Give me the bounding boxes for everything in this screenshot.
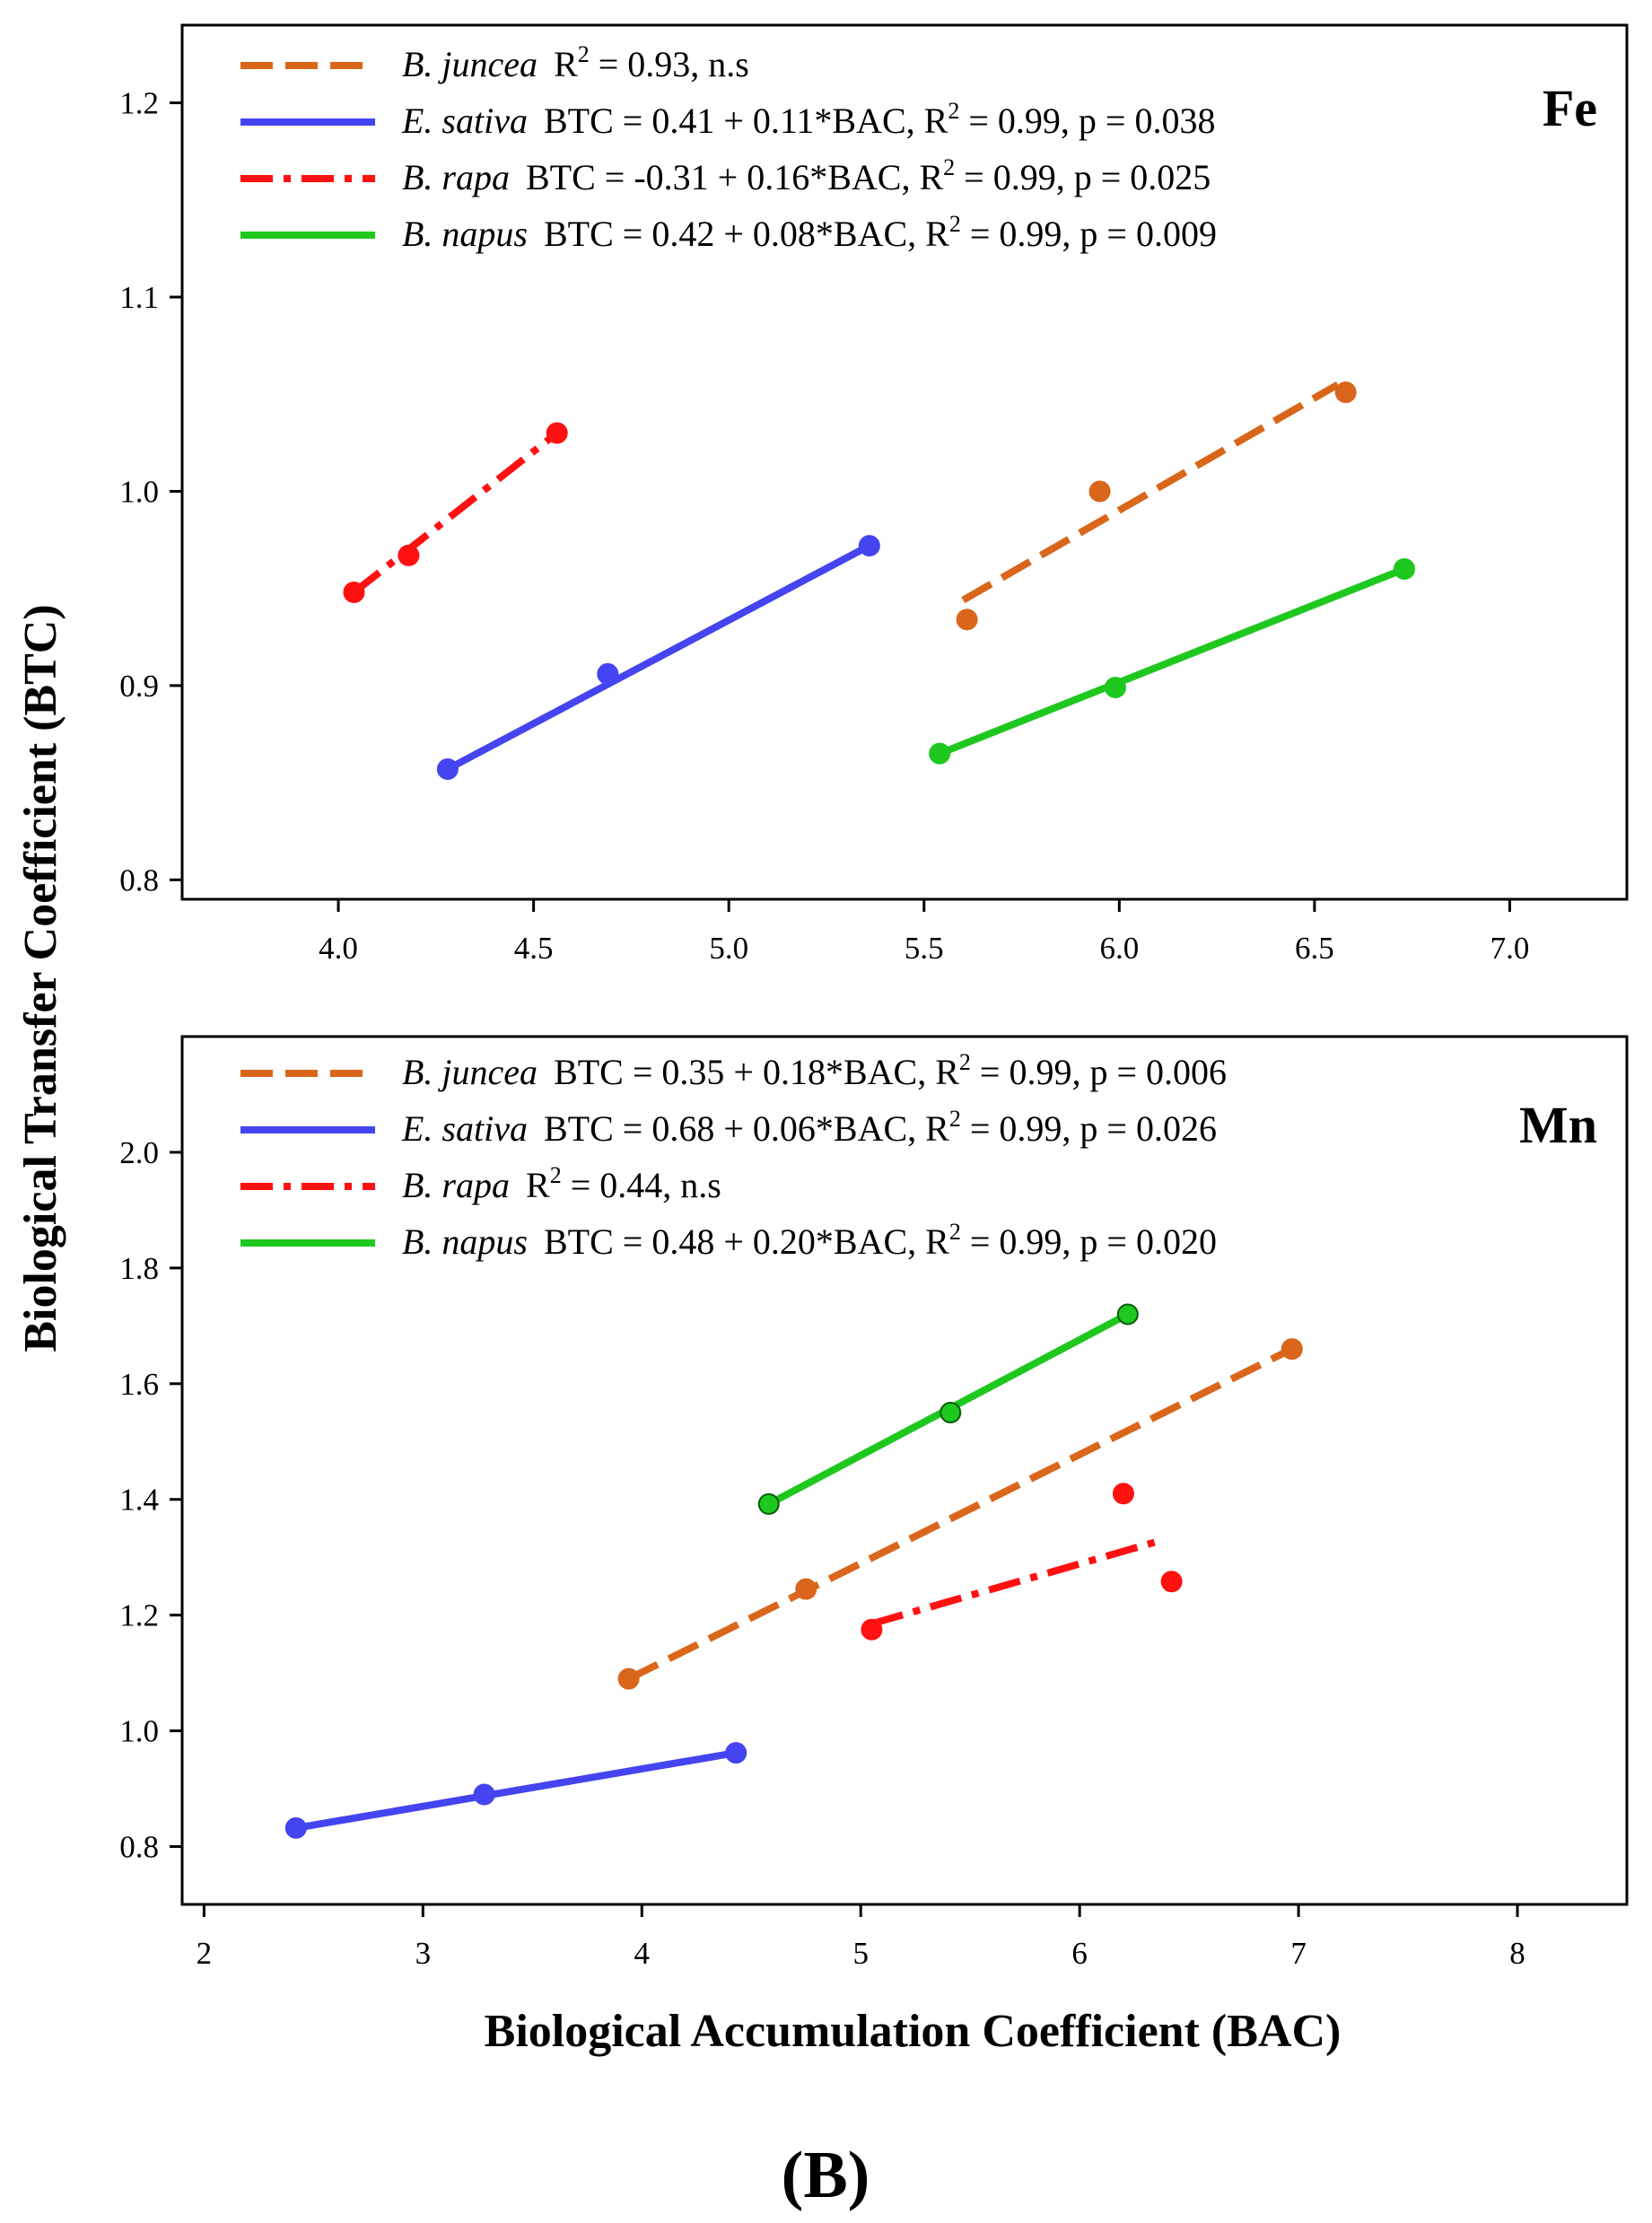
- mn-y-tick-label: 1.4: [119, 1483, 159, 1518]
- fe-x-tick-label: 6.5: [1295, 931, 1334, 966]
- fe-b-juncea-point: [1088, 480, 1111, 503]
- fe-e-sativa-point: [436, 757, 459, 780]
- fe-y-tick-label: 1.1: [119, 280, 159, 315]
- fe-b-napus-fit-line: [938, 565, 1406, 757]
- mn-y-tick-label: 1.0: [119, 1714, 159, 1749]
- mn-b-rapa-point: [1160, 1571, 1183, 1593]
- mn-b-juncea-fit-line: [626, 1345, 1294, 1683]
- fe-x-tick-label: 4.0: [319, 931, 358, 966]
- fe-b-rapa-point: [398, 544, 420, 566]
- mn-y-tick-label: 1.8: [119, 1251, 159, 1286]
- mn-b-juncea-point: [617, 1667, 640, 1690]
- y-axis-title: Biological Transfer Coefficient (BTC): [15, 604, 66, 1352]
- mn-x-tick-label: 5: [852, 1936, 869, 1971]
- fe-b-napus-point: [1104, 677, 1126, 699]
- mn-e-sativa-point: [725, 1742, 747, 1764]
- fe-e-sativa-fit-line: [446, 542, 871, 773]
- mn-plot-frame: [180, 1035, 1629, 1906]
- fe-e-sativa-point: [858, 535, 880, 557]
- mn-x-tick-label: 2: [197, 1936, 213, 1971]
- fe-legend-b-juncea: B. juncea R2 = 0.93, n.s: [402, 41, 749, 84]
- x-axis-title: Biological Accumulation Coefficient (BAC…: [485, 2006, 1342, 2057]
- mn-y-tick-label: 1.6: [119, 1367, 159, 1402]
- mn-e-sativa-point: [473, 1783, 495, 1806]
- fe-b-juncea-point: [956, 608, 978, 631]
- fe-y-tick-label: 0.8: [119, 862, 159, 897]
- fe-panel: 4.0 4.5 5.0 5.5 6.0 6.5 7.0 0.8 0.9 1.0 1.1 1.2 Fe B.…: [119, 23, 1629, 966]
- mn-x-tick-label: 6: [1071, 1936, 1088, 1971]
- fe-y-tick-label: 0.9: [119, 669, 159, 704]
- mn-panel-tag: Mn: [1519, 1096, 1597, 1154]
- figure-label: (B): [782, 2139, 870, 2212]
- mn-x-tick-label: 8: [1509, 1936, 1525, 1971]
- mn-x-tick-label: 3: [415, 1936, 432, 1971]
- mn-e-sativa-point: [284, 1816, 307, 1839]
- mn-y-tick-label: 1.2: [119, 1598, 159, 1633]
- fe-legend-e-sativa: E. sativa BTC = 0.41 + 0.11*BAC, R2 = 0.9…: [401, 98, 1215, 141]
- fe-b-juncea-fit-line: [961, 381, 1340, 604]
- mn-panel: 2 3 4 5 6 7 8 0.8 1.0 1.2 1.4 1.6 1.8 2.0 Mn B. juncea B…: [119, 1035, 1629, 1971]
- fe-x-tick-label: 7.0: [1490, 931, 1530, 966]
- mn-legend-b-juncea: B. juncea BTC = 0.35 + 0.18*BAC, R2 = 0.9…: [402, 1049, 1227, 1092]
- fe-x-tick-label: 5.0: [709, 931, 748, 966]
- fe-y-tick-label: 1.2: [119, 86, 159, 121]
- mn-legend-b-napus: B. napus BTC = 0.48 + 0.20*BAC, R2 = 0.99…: [402, 1219, 1217, 1262]
- fe-legend-b-napus: B. napus BTC = 0.42 + 0.08*BAC, R2 = 0.99…: [402, 211, 1217, 254]
- mn-b-juncea-point: [795, 1578, 817, 1600]
- fe-b-rapa-fit-line: [351, 430, 560, 596]
- fe-x-tick-label: 4.5: [514, 931, 554, 966]
- mn-legend-b-rapa: B. rapa R2 = 0.44, n.s: [402, 1162, 721, 1205]
- mn-y-tick-label: 0.8: [119, 1830, 159, 1865]
- mn-x-tick-label: 4: [634, 1936, 651, 1971]
- fe-b-napus-point: [1393, 558, 1415, 581]
- fe-panel-tag: Fe: [1543, 79, 1597, 137]
- fe-b-napus-point: [929, 742, 951, 765]
- mn-b-juncea-point: [1281, 1338, 1303, 1361]
- fe-plot-frame: [180, 23, 1629, 901]
- mn-y-tick-label: 2.0: [119, 1135, 159, 1170]
- fe-y-tick-label: 1.0: [119, 474, 159, 509]
- mn-b-rapa-point: [861, 1618, 883, 1641]
- mn-b-napus-point: [757, 1492, 780, 1515]
- mn-b-rapa-fit-line: [870, 1536, 1164, 1628]
- mn-x-tick-label: 7: [1290, 1936, 1307, 1971]
- fe-x-tick-label: 5.5: [905, 931, 944, 966]
- mn-b-napus-point: [940, 1402, 962, 1424]
- fe-e-sativa-point: [597, 662, 619, 685]
- fe-b-rapa-point: [343, 582, 365, 604]
- fe-x-tick-label: 6.0: [1099, 931, 1139, 966]
- fe-legend-b-rapa: B. rapa BTC = -0.31 + 0.16*BAC, R2 = 0.99…: [402, 154, 1211, 197]
- mn-legend-e-sativa: E. sativa BTC = 0.68 + 0.06*BAC, R2 = 0.9…: [401, 1106, 1217, 1149]
- mn-b-napus-point: [1116, 1303, 1139, 1326]
- fe-b-rapa-point: [546, 422, 568, 444]
- mn-e-sativa-fit-line: [295, 1749, 737, 1832]
- mn-b-rapa-point: [1112, 1483, 1134, 1505]
- fe-b-juncea-point: [1334, 381, 1357, 404]
